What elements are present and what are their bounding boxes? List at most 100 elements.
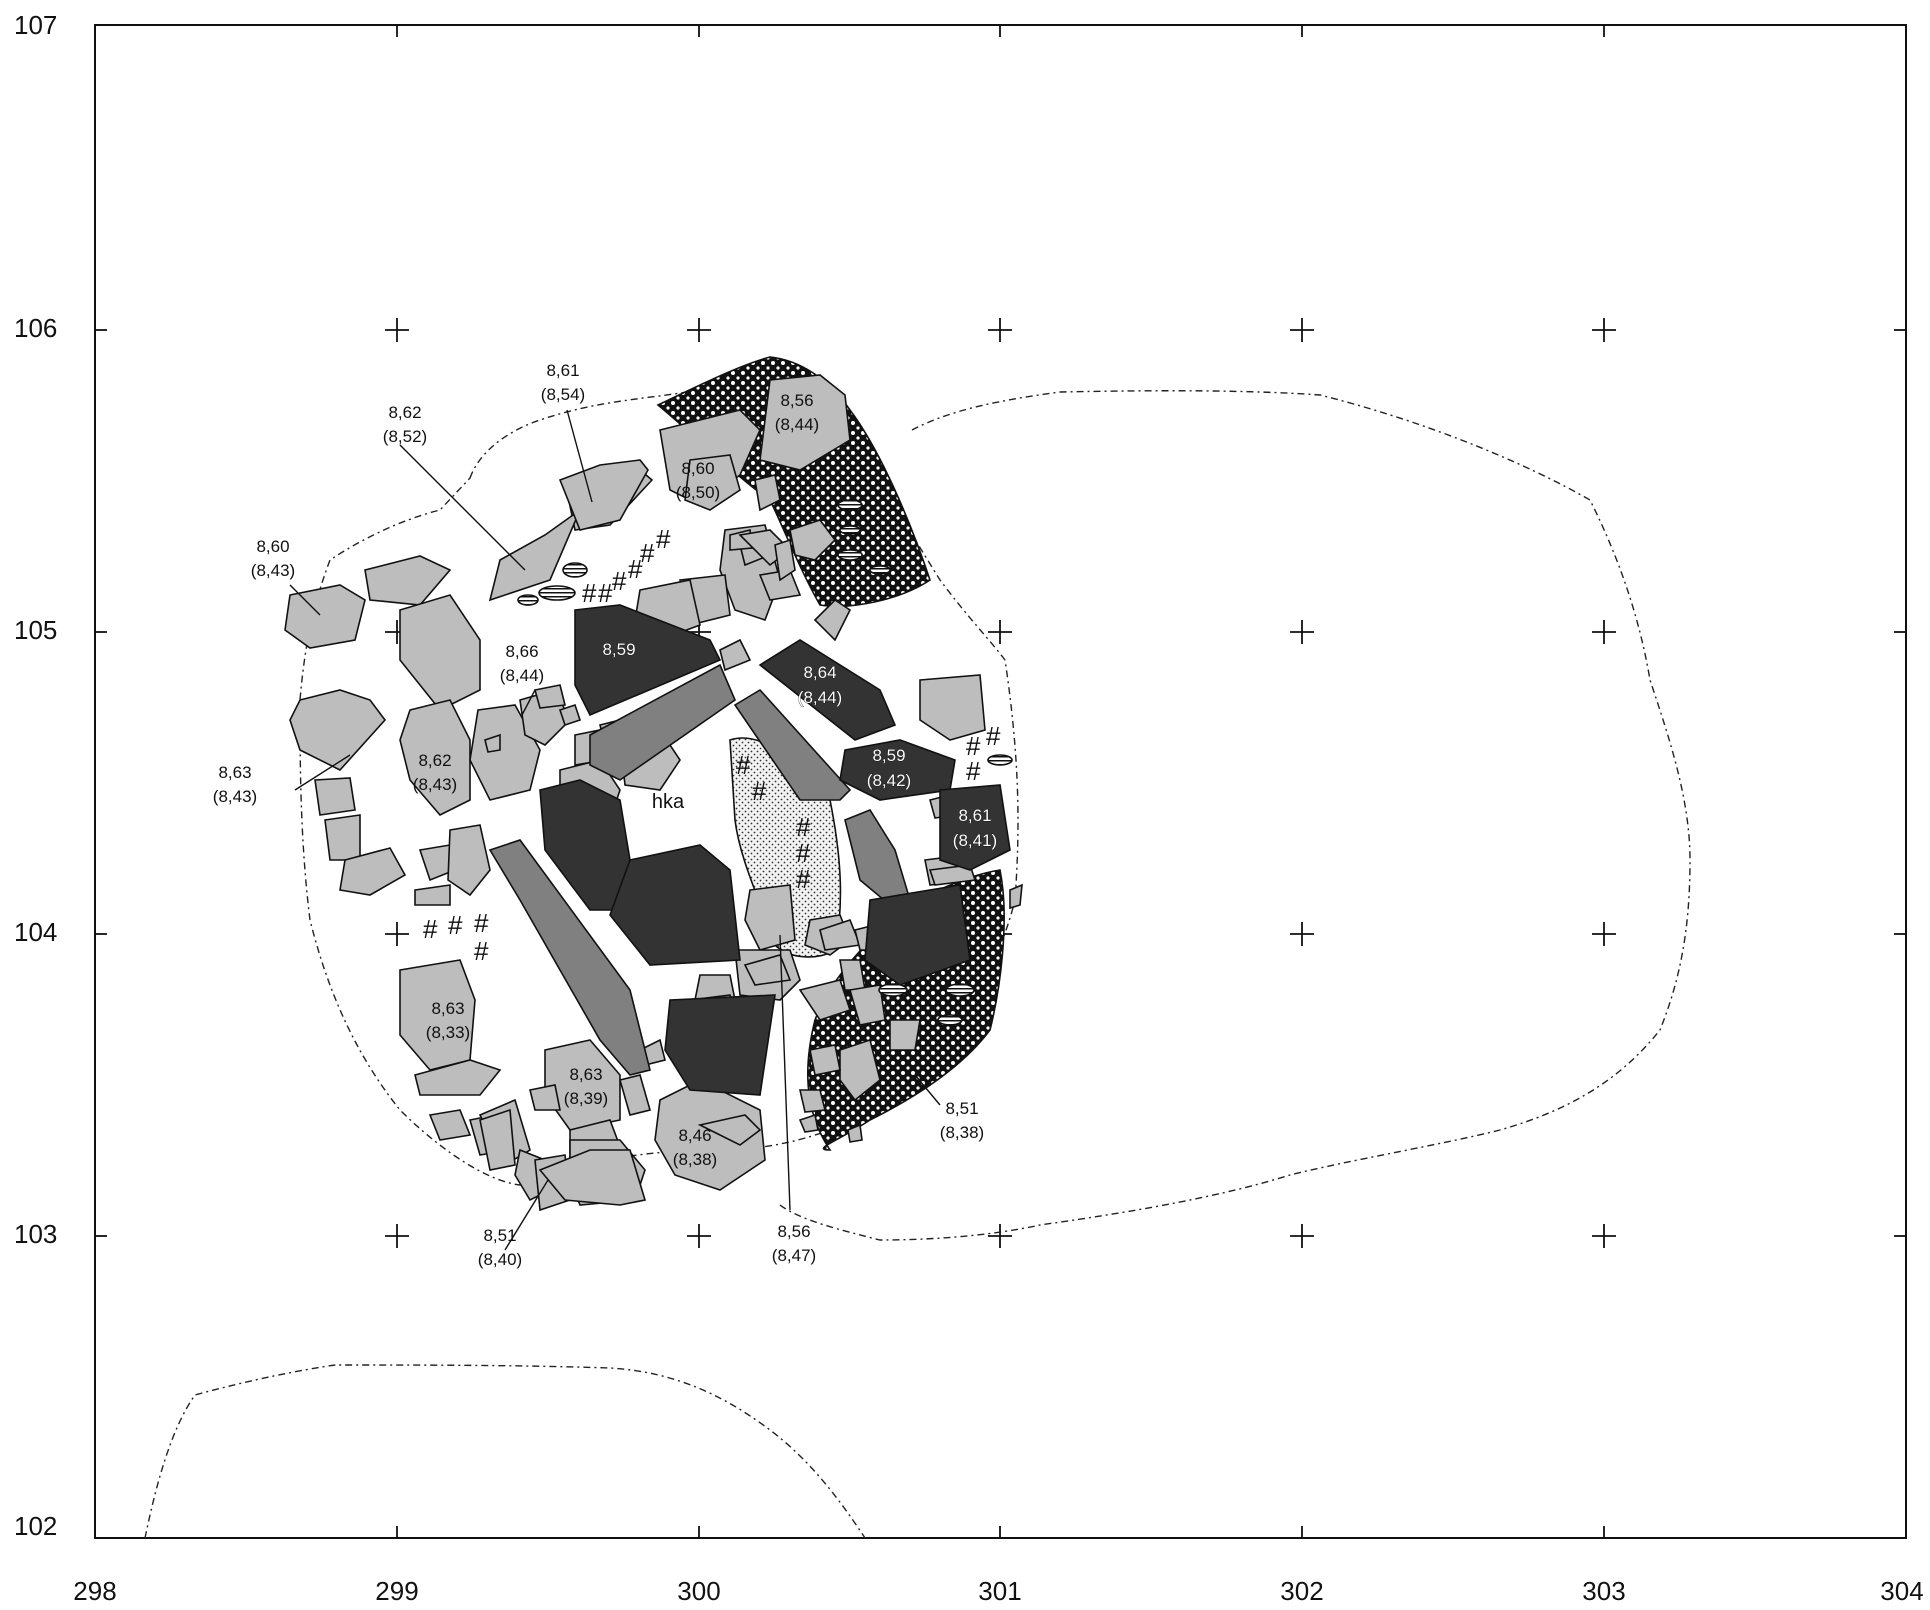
stone — [759, 374, 851, 471]
stone — [484, 733, 501, 753]
stone — [864, 884, 971, 986]
stone — [847, 1123, 863, 1143]
stone — [848, 984, 886, 1026]
stone — [558, 459, 649, 531]
y-tick-label-102: 102 — [14, 1511, 57, 1541]
hash-mark: # — [612, 566, 627, 596]
elevation-lower: (8,42) — [867, 771, 911, 790]
stone — [544, 1039, 621, 1131]
stone — [719, 638, 752, 672]
hash-mark: # — [796, 812, 811, 842]
stone — [619, 1074, 651, 1116]
elevation-lower: (8,44) — [775, 415, 819, 434]
elevation-lower: (8,47) — [772, 1246, 816, 1265]
elevation-lower: (8,40) — [478, 1250, 522, 1269]
elevation-labels: 8,61 (8,54) 8,62 (8,52) 8,60 (8,43) 8,66… — [213, 361, 998, 1269]
elevation-upper: 8,62 — [388, 403, 421, 422]
elevation-lower: (8,38) — [940, 1123, 984, 1142]
elevation-upper: 8,63 — [431, 999, 464, 1018]
stone — [488, 507, 582, 602]
y-tick-label-103: 103 — [14, 1219, 57, 1249]
y-axis-labels: 107 106 105 104 103 102 — [14, 10, 57, 1541]
stone — [744, 884, 796, 951]
stone — [798, 1089, 827, 1113]
elevation-upper: 8,46 — [678, 1126, 711, 1145]
elevation-upper: 8,59 — [602, 640, 635, 659]
stone — [798, 1113, 819, 1133]
elevation-lower: (8,50) — [676, 483, 720, 502]
stone — [733, 688, 852, 801]
stone — [774, 538, 796, 582]
y-tick-label-104: 104 — [14, 917, 57, 947]
elevation-upper: 8,59 — [872, 746, 905, 765]
light-stones — [284, 374, 1023, 1212]
stone — [839, 959, 866, 991]
axis-ticks — [94, 24, 1907, 1539]
hash-mark: # — [736, 750, 751, 780]
y-tick-label-107: 107 — [14, 10, 57, 40]
hash-mark: # — [598, 578, 613, 608]
stone — [837, 549, 863, 561]
hash-mark: # — [582, 578, 597, 608]
hash-mark: # — [752, 776, 767, 806]
stone — [839, 525, 861, 535]
elevation-upper: 8,66 — [505, 642, 538, 661]
stone — [339, 847, 407, 896]
striped-stones — [517, 499, 1013, 1026]
feature-outline-right — [779, 390, 1691, 1241]
elevation-lower: (8,43) — [251, 561, 295, 580]
stone — [697, 1114, 762, 1146]
elevation-lower: (8,39) — [564, 1089, 608, 1108]
x-tick-label-303: 303 — [1582, 1576, 1625, 1606]
x-tick-label-304: 304 — [1880, 1576, 1923, 1606]
elevation-upper: 8,63 — [218, 763, 251, 782]
elevation-upper: 8,56 — [780, 391, 813, 410]
stone — [878, 983, 908, 997]
stone — [889, 1019, 921, 1051]
hash-mark: # — [628, 554, 643, 584]
stone — [809, 1044, 841, 1076]
hash-mark: # — [474, 908, 489, 938]
elevation-upper: 8,63 — [569, 1065, 602, 1084]
elevation-lower: (8,44) — [500, 666, 544, 685]
elevation-upper: 8,60 — [681, 459, 714, 478]
stone — [399, 699, 471, 816]
stone — [837, 499, 863, 511]
elevation-upper: 8,60 — [256, 537, 289, 556]
stone — [399, 594, 481, 712]
x-tick-label-300: 300 — [677, 1576, 720, 1606]
hash-mark: # — [796, 864, 811, 894]
hash-mark: # — [986, 721, 1001, 751]
hash-mark: # — [796, 838, 811, 868]
hash-mark: # — [423, 914, 438, 944]
x-axis-labels: 298 299 300 301 302 303 304 — [73, 1576, 1923, 1606]
elevation-upper: 8,64 — [803, 663, 836, 682]
elevation-lower: (8,43) — [413, 775, 457, 794]
hash-mark: # — [966, 756, 981, 786]
stone — [609, 844, 741, 966]
elevation-upper: 8,61 — [958, 806, 991, 825]
stone — [945, 983, 975, 997]
hash-mark: # — [656, 524, 671, 554]
stone — [574, 604, 722, 717]
stone — [937, 1014, 963, 1026]
hash-mark: # — [448, 910, 463, 940]
dark-stones — [539, 604, 1011, 1096]
hash-mark: # — [966, 731, 981, 761]
stone — [754, 474, 781, 512]
elevation-upper: 8,51 — [945, 1099, 978, 1118]
stone — [589, 663, 736, 781]
stone — [533, 684, 566, 709]
stone — [839, 1038, 881, 1102]
stone — [562, 562, 588, 578]
stone — [928, 864, 977, 886]
hash-marks: # # # # # # # # # # # # # # # # # # — [423, 524, 1001, 966]
hka-annotation: hka — [652, 791, 685, 813]
feature-outline-bottom — [144, 1364, 866, 1539]
hash-mark: # — [640, 538, 655, 568]
stone — [743, 954, 792, 986]
stone — [1009, 883, 1023, 910]
stone — [813, 598, 852, 642]
stone — [479, 1108, 516, 1171]
